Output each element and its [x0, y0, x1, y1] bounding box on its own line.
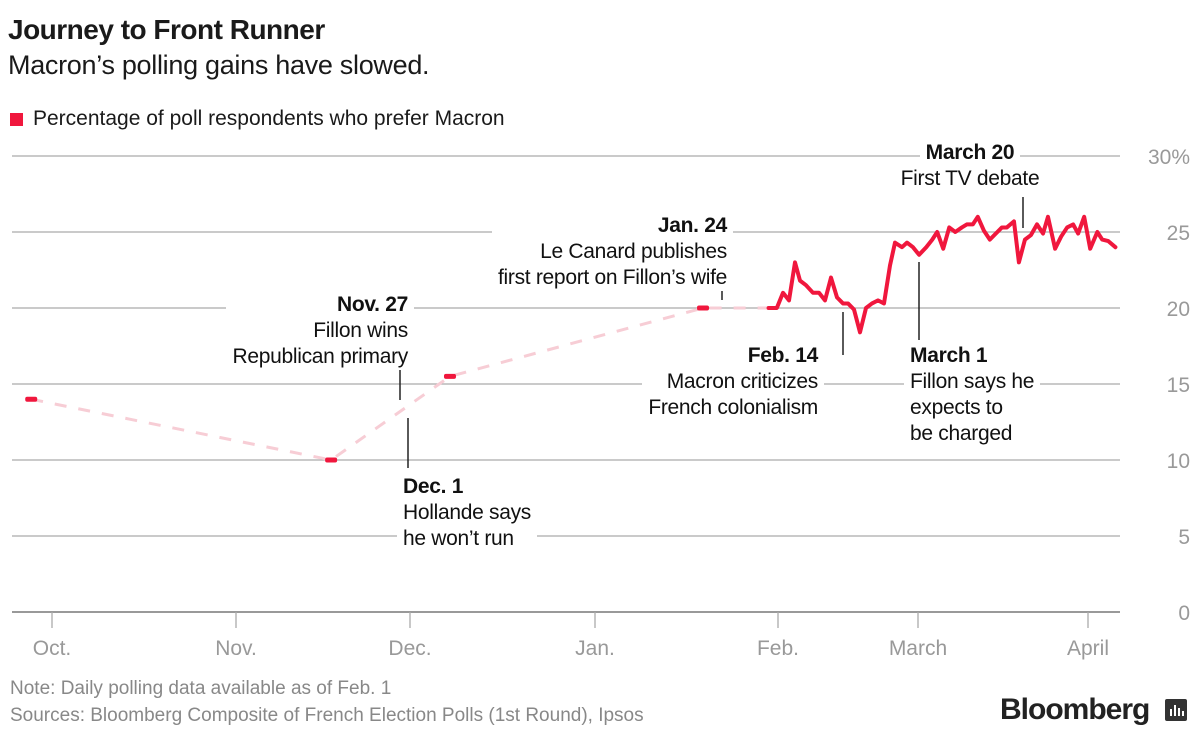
annotation-text: Le Canard publishes: [540, 240, 727, 263]
x-tick-label: April: [1067, 637, 1109, 660]
daily-poll-line: [766, 214, 1118, 335]
annotation-text: Macron criticizes: [666, 370, 819, 393]
annotation-date: Jan. 24: [657, 214, 727, 237]
y-tick-label: 30%: [1148, 146, 1190, 169]
annotation-text: be charged: [910, 422, 1013, 445]
monthly-poll-point: [697, 305, 710, 311]
x-tick-label: March: [889, 637, 947, 660]
annotation-text: French colonialism: [648, 396, 818, 419]
y-tick-label: 10: [1167, 450, 1190, 473]
annotation-date: March 20: [919, 140, 1021, 166]
monthly-poll-dashed-line: [30, 306, 769, 462]
annotation-march20: March 20 First TV debate: [860, 140, 1080, 192]
bloomberg-chart-icon: [1165, 699, 1187, 721]
annotation-date: Feb. 14: [747, 344, 819, 367]
annotation-date: March 1: [910, 344, 988, 367]
y-tick-label: 0: [1178, 602, 1190, 625]
x-tick-label: Nov.: [215, 637, 257, 660]
sources: Sources: Bloomberg Composite of French E…: [10, 705, 644, 726]
chart-subtitle: Macron’s polling gains have slowed.: [8, 50, 430, 80]
x-tick-label: Feb.: [757, 637, 799, 660]
x-tick-label: Jan.: [575, 637, 615, 660]
annotation-date: Dec. 1: [403, 475, 464, 498]
annotation-feb14: Feb. 14 Macron criticizes French colonia…: [642, 343, 824, 421]
annotation-text: expects to: [910, 396, 1003, 419]
annotation-text: he won’t run: [403, 527, 514, 550]
bloomberg-logo: Bloomberg: [1000, 693, 1150, 726]
annotation-march1: March 1 Fillon says he expects to be cha…: [904, 343, 1041, 447]
y-tick-label: 25: [1167, 222, 1190, 245]
annotation-date: Nov. 27: [336, 293, 408, 316]
annotation-text: Fillon wins: [313, 319, 408, 342]
y-tick-label: 15: [1167, 374, 1190, 397]
annotation-nov27: Nov. 27 Fillon wins Republican primary: [226, 292, 414, 370]
annotation-text: first report on Fillon’s wife: [498, 266, 727, 289]
annotation-text: Fillon says he: [910, 370, 1035, 393]
monthly-poll-point: [443, 373, 456, 379]
y-tick-label: 20: [1167, 298, 1190, 321]
legend: Percentage of poll respondents who prefe…: [10, 107, 505, 131]
x-tick-label: Dec.: [388, 637, 431, 660]
monthly-poll-point: [25, 396, 38, 402]
footnote: Note: Daily polling data available as of…: [10, 678, 392, 699]
monthly-poll-point: [325, 457, 338, 463]
legend-label: Percentage of poll respondents who prefe…: [33, 107, 505, 130]
legend-swatch: [10, 112, 23, 126]
x-tick-label: Oct.: [33, 637, 72, 660]
annotation-jan24: Jan. 24 Le Canard publishes first report…: [492, 213, 733, 291]
y-tick-label: 5: [1178, 526, 1190, 549]
annotation-text: Republican primary: [232, 345, 408, 368]
annotation-text: First TV debate: [900, 167, 1040, 190]
chart-title: Journey to Front Runner: [8, 14, 325, 45]
annotation-dec1: Dec. 1 Hollande says he won’t run: [397, 474, 538, 552]
annotation-text: Hollande says: [403, 501, 532, 524]
